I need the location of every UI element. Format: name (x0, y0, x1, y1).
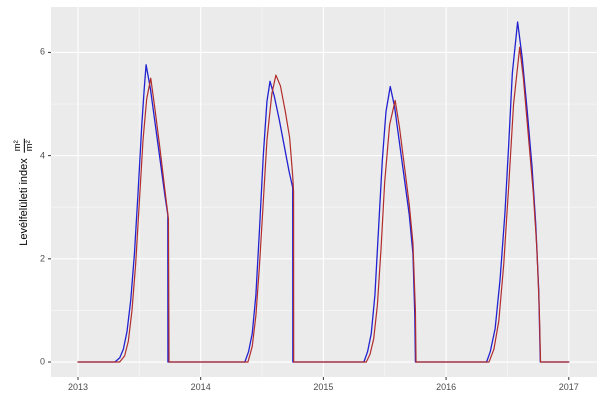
plot-panel (48, 7, 597, 380)
x-tick-label: 2017 (558, 382, 579, 392)
y-tick-label: 2 (39, 253, 45, 264)
x-tick-label: 2016 (436, 382, 457, 392)
x-tick-label: 2013 (67, 382, 88, 392)
fraction-numerator: m² (11, 138, 25, 152)
y-tick-label: 0 (39, 356, 45, 367)
chart-svg (48, 7, 597, 380)
x-tick-label: 2014 (190, 382, 211, 392)
y-axis-title-text: Levélfelületi index m² m² (11, 138, 36, 246)
y-tick-label: 4 (39, 150, 45, 161)
fraction-denominator: m² (23, 139, 35, 151)
y-tick-label: 6 (39, 46, 45, 57)
y-axis-title: Levélfelületi index m² m² (4, 7, 44, 377)
x-tick-label: 2015 (313, 382, 334, 392)
series-line-lai-red (77, 46, 570, 363)
y-axis-unit-fraction: m² m² (11, 138, 36, 152)
y-axis-title-label: Levélfelületi index (18, 157, 30, 246)
